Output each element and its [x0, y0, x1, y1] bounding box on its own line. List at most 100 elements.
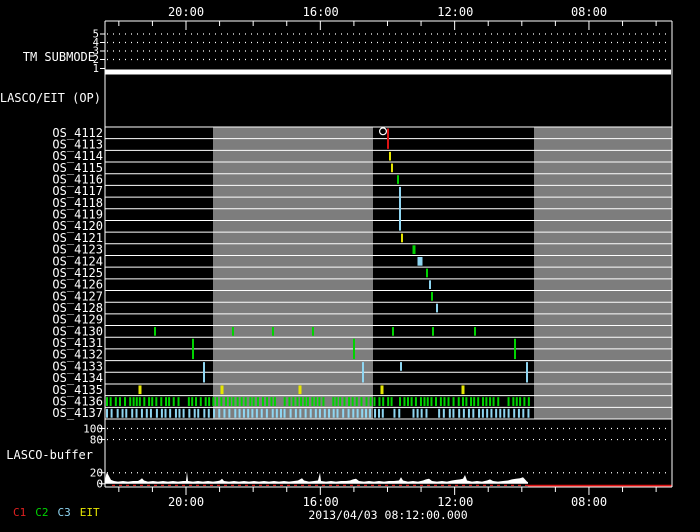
dense-tick — [255, 408, 258, 418]
dense-tick — [419, 397, 422, 407]
row-label-os_4123: OS_4123 — [52, 243, 103, 257]
dense-tick — [470, 397, 473, 407]
dense-tick — [131, 408, 134, 418]
dense-tick — [465, 397, 468, 407]
dense-tick — [393, 408, 396, 418]
dense-tick — [378, 397, 381, 407]
dense-tick — [247, 408, 250, 418]
dense-tick — [489, 397, 492, 407]
dense-tick — [482, 397, 485, 407]
dense-tick — [485, 397, 488, 407]
bottom-time-label: 12:00 — [437, 495, 473, 509]
dense-tick — [361, 408, 364, 418]
dense-tick — [300, 397, 303, 407]
dense-tick — [381, 408, 384, 418]
dense-tick — [318, 397, 321, 407]
dense-tick — [178, 408, 181, 418]
dense-tick — [486, 408, 489, 418]
row-label-os_4132: OS_4132 — [52, 348, 103, 362]
dense-tick — [135, 408, 138, 418]
dense-tick — [351, 397, 354, 407]
dense-tick — [426, 397, 429, 407]
dense-tick — [266, 397, 269, 407]
dense-tick — [457, 397, 460, 407]
dense-tick — [299, 408, 302, 418]
row-label-os_4121: OS_4121 — [52, 231, 103, 245]
dense-tick — [448, 408, 451, 418]
top-time-label: 12:00 — [437, 5, 473, 19]
dense-tick — [304, 408, 307, 418]
tm-submode-label: TM SUBMODE — [22, 50, 95, 64]
legend-item-eit: EIT — [79, 506, 100, 519]
event-tick-cyan — [436, 303, 438, 313]
dense-tick — [199, 397, 202, 407]
dense-tick — [517, 408, 520, 418]
dense-tick — [187, 397, 190, 407]
dense-tick — [522, 408, 525, 418]
event-tick-cyan — [417, 256, 423, 266]
dense-tick — [314, 408, 317, 418]
dense-tick — [399, 397, 402, 407]
dense-tick — [332, 408, 335, 418]
row-label-os_4118: OS_4118 — [52, 196, 103, 210]
row-label-os_4130: OS_4130 — [52, 324, 103, 338]
dense-tick — [339, 397, 342, 407]
event-tick-yellow — [401, 233, 403, 243]
row-label-os_4128: OS_4128 — [52, 301, 103, 315]
dense-tick — [292, 397, 295, 407]
dense-tick — [234, 408, 237, 418]
dense-tick — [382, 397, 385, 407]
dense-tick — [224, 397, 227, 407]
bottom-time-label: 20:00 — [168, 495, 204, 509]
dense-tick — [309, 408, 312, 418]
dense-tick — [369, 408, 372, 418]
row-label-os_4136: OS_4136 — [52, 394, 103, 408]
dense-tick — [124, 397, 127, 407]
dense-tick — [279, 408, 282, 418]
legend: C1 C2 C3 EIT — [13, 507, 100, 519]
tm-submode-value-bar — [105, 69, 671, 75]
dense-tick — [135, 397, 138, 407]
dense-tick — [490, 408, 493, 418]
dense-tick — [228, 397, 231, 407]
dense-tick — [132, 397, 135, 407]
dense-tick — [378, 408, 381, 418]
dense-tick — [203, 408, 206, 418]
dense-tick — [251, 408, 254, 418]
dense-tick — [336, 408, 339, 418]
dense-tick — [260, 408, 263, 418]
dense-tick — [296, 397, 299, 407]
dense-tick — [318, 408, 321, 418]
dense-tick — [442, 408, 445, 418]
dense-tick — [204, 397, 207, 407]
bottom-time-label: 16:00 — [303, 495, 339, 509]
dense-tick — [322, 397, 325, 407]
row-label-os_4131: OS_4131 — [52, 336, 103, 350]
buffer-ytick-label: 100 — [83, 422, 103, 435]
event-tick-green — [272, 327, 274, 336]
dense-tick — [208, 397, 211, 407]
dense-tick — [140, 408, 143, 418]
event-tick-green — [232, 327, 234, 336]
row-label-os_4116: OS_4116 — [52, 173, 103, 187]
dense-tick — [220, 397, 223, 407]
dense-tick — [109, 397, 112, 407]
dense-tick — [283, 408, 286, 418]
buffer-ytick-label: 0 — [96, 478, 103, 491]
dense-tick — [515, 397, 518, 407]
dense-tick — [387, 397, 390, 407]
dense-tick — [121, 408, 124, 418]
buffer-ytick-label: 20 — [90, 467, 103, 480]
row-label-os_4120: OS_4120 — [52, 219, 103, 233]
dense-tick — [497, 397, 500, 407]
dense-tick — [271, 408, 274, 418]
dense-tick — [172, 397, 175, 407]
dense-tick — [188, 408, 191, 418]
row-label-os_4119: OS_4119 — [52, 208, 103, 222]
dense-tick — [125, 408, 128, 418]
event-tick-yellow — [298, 385, 302, 395]
event-tick-green — [397, 175, 399, 184]
dense-tick — [174, 408, 177, 418]
